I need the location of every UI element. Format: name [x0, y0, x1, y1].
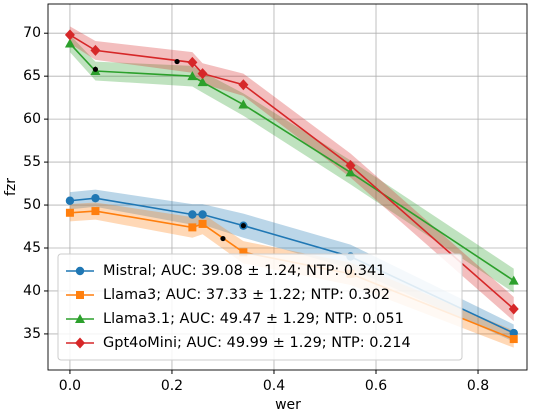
marker	[509, 335, 518, 344]
marker	[76, 291, 84, 299]
marker	[197, 68, 208, 80]
y-tick-label: 65	[23, 68, 41, 84]
legend-label: Llama3; AUC: 37.33 ± 1.22; NTP: 0.302	[103, 287, 390, 303]
x-tick-label: 0.6	[365, 378, 387, 394]
marker	[345, 160, 356, 172]
y-tick-label: 70	[23, 25, 41, 41]
marker	[91, 193, 100, 203]
y-tick-label: 35	[23, 326, 41, 342]
marker	[65, 208, 74, 217]
y-tick-label: 60	[23, 111, 41, 127]
y-tick-label: 45	[23, 240, 41, 256]
marker	[238, 99, 249, 109]
marker	[65, 196, 75, 205]
x-tick-label: 0.8	[467, 378, 489, 394]
marker	[75, 266, 85, 276]
y-tick-label: 55	[23, 154, 41, 170]
legend-label: Gpt4oMini; AUC: 49.99 ± 1.29; NTP: 0.214	[103, 335, 411, 351]
point	[174, 58, 180, 65]
x-axis-label: wer	[275, 397, 301, 413]
plot-frame	[47, 3, 528, 371]
marker	[345, 167, 356, 177]
marker	[508, 275, 519, 285]
marker	[188, 210, 197, 219]
x-tick-label: 0.0	[59, 378, 81, 394]
y-tick-label: 50	[23, 197, 41, 213]
legend-label: Llama3.1; AUC: 49.47 ± 1.29; NTP: 0.051	[103, 311, 404, 327]
error-band	[69, 26, 514, 322]
y-tick-label: 40	[23, 283, 41, 299]
x-tick-label: 0.2	[161, 378, 183, 394]
y-axis-label: fzr	[3, 178, 19, 196]
marker	[75, 337, 85, 349]
marker	[198, 210, 207, 219]
x-tick-label: 0.4	[263, 378, 285, 394]
point	[92, 66, 99, 72]
marker	[64, 29, 75, 41]
marker	[90, 44, 101, 56]
marker	[239, 248, 248, 257]
point	[240, 223, 246, 229]
marker	[508, 303, 519, 315]
marker	[187, 56, 198, 68]
error-band	[69, 202, 514, 348]
marker	[198, 219, 207, 228]
legend-box	[57, 253, 463, 361]
marker	[187, 71, 198, 81]
legend-label: Mistral; AUC: 39.08 ± 1.24; NTP: 0.341	[103, 263, 385, 279]
marker	[91, 207, 100, 216]
marker	[64, 38, 75, 48]
point	[220, 235, 226, 242]
marker	[197, 77, 208, 87]
marker	[238, 79, 249, 91]
error-band	[69, 189, 514, 342]
marker	[188, 223, 197, 232]
legend: Mistral; AUC: 39.08 ± 1.24; NTP: 0.341 Ll…	[57, 253, 463, 361]
marker	[75, 314, 85, 323]
